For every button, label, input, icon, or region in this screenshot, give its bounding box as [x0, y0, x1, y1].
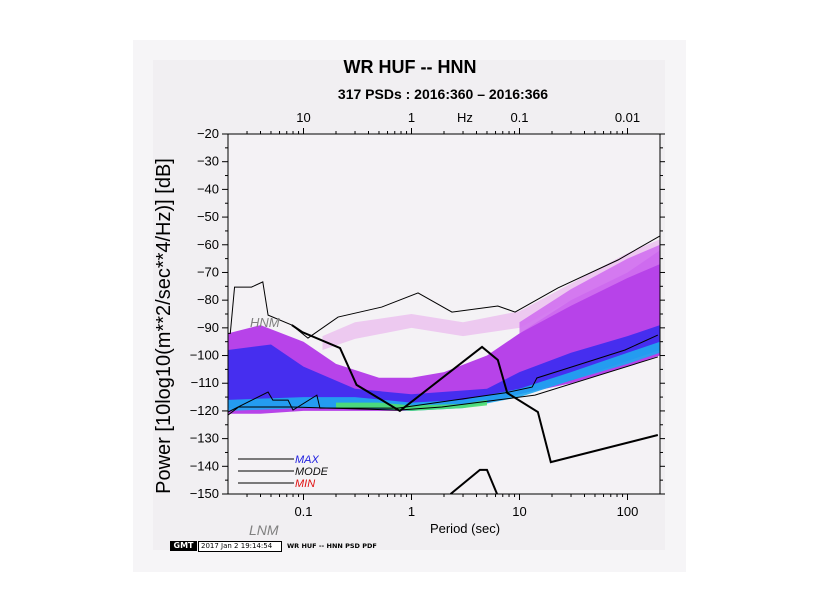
y-tick-label: −70 — [197, 264, 219, 279]
lnm-label: LNM — [249, 522, 279, 538]
chart-title: WR HUF -- HNN — [344, 57, 477, 77]
y-tick-label: −120 — [190, 403, 219, 418]
x-tick-label: 1 — [408, 504, 415, 519]
top-tick-label: 10 — [296, 110, 310, 125]
timestamp: 2017 Jan 2 19:14:54 — [198, 541, 282, 552]
legend-label-min: MIN — [295, 478, 315, 490]
y-tick-label: −130 — [190, 431, 219, 446]
x-tick-label: 10 — [512, 504, 526, 519]
series-mode-line — [228, 334, 659, 413]
y-tick-label: −100 — [190, 348, 219, 363]
footer-plot-title: WR HUF -- HNN PSD PDF — [287, 542, 377, 550]
pdf-band-4 — [228, 341, 660, 411]
series-max-line — [228, 235, 660, 339]
top-axis-label: Hz — [457, 110, 473, 125]
x-axis-label: Period (sec) — [430, 521, 500, 536]
y-tick-label: −90 — [197, 320, 219, 335]
y-tick-label: −150 — [190, 486, 219, 501]
y-tick-label: −40 — [197, 181, 219, 196]
series-hnm-line — [291, 324, 659, 464]
hnm-label: HNM — [250, 315, 280, 330]
pdf-band-3 — [228, 325, 660, 409]
y-tick-label: −140 — [190, 458, 219, 473]
series-lnm-line — [449, 468, 498, 494]
pdf-band-2 — [519, 244, 660, 334]
chart-subtitle: 317 PSDs : 2016:360 – 2016:366 — [338, 86, 548, 102]
y-tick-label: −110 — [191, 375, 219, 390]
y-axis-label: Power [10log10(m**2/sec**4/Hz)] [dB] — [153, 158, 175, 494]
gmt-logo: GMT — [170, 541, 197, 551]
top-tick-label: 1 — [408, 110, 415, 125]
legend-label-max: MAX — [295, 454, 320, 466]
pdf-band-0 — [322, 239, 660, 350]
plot-content — [228, 235, 660, 494]
top-tick-label: 0.1 — [510, 110, 528, 125]
top-tick-label: 0.01 — [615, 110, 640, 125]
legend-label-mode: MODE — [295, 466, 329, 478]
x-tick-label: 100 — [617, 504, 639, 519]
y-tick-label: −30 — [197, 154, 219, 169]
x-tick-label: 0.1 — [294, 504, 312, 519]
y-tick-label: −50 — [197, 209, 219, 224]
y-tick-label: −80 — [197, 292, 219, 307]
y-tick-label: −60 — [197, 237, 219, 252]
y-tick-label: −20 — [197, 126, 219, 141]
